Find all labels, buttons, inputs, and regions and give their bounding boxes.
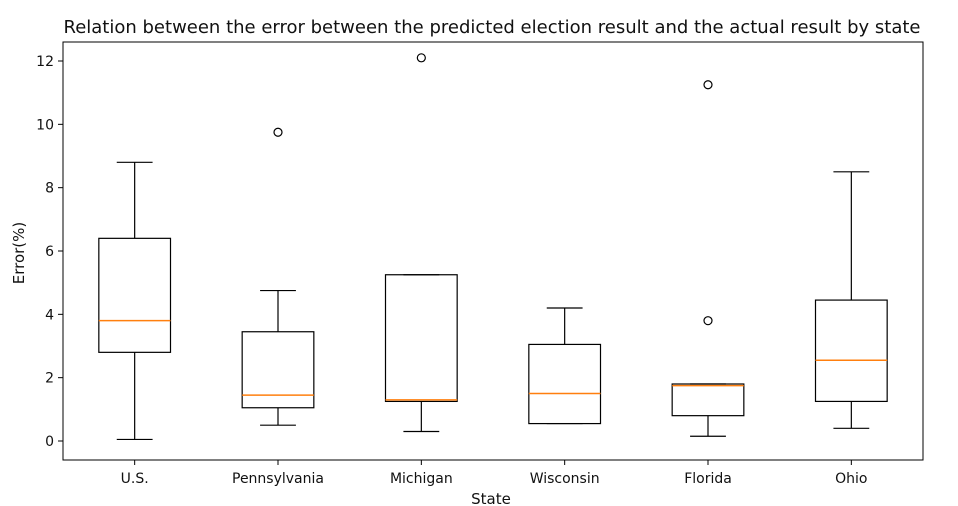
x-tick-label-florida: Florida xyxy=(684,471,732,487)
x-tick-label-ohio: Ohio xyxy=(835,471,867,487)
box-ohio xyxy=(814,299,888,403)
flier-pennsylvania xyxy=(273,127,283,137)
x-tick-label-michigan: Michigan xyxy=(390,471,453,487)
plot-area: 0 2 4 6 8 10 12 U.S. Pennsylvania Michigan Wiscons… xyxy=(36,53,888,487)
flier-michigan xyxy=(416,53,426,63)
y-axis-label: Error(%) xyxy=(10,222,28,285)
x-tick-label-pennsylvania: Pennsylvania xyxy=(232,471,324,487)
box-u-s xyxy=(98,237,172,353)
y-tick-label: 2 xyxy=(45,371,54,387)
plot-frame xyxy=(62,41,924,461)
flier-florida xyxy=(703,316,713,326)
box-michigan xyxy=(384,274,458,403)
x-tick-label-wisconsin: Wisconsin xyxy=(530,471,600,487)
box-wisconsin xyxy=(528,343,602,425)
x-axis-label: State xyxy=(471,490,511,506)
x-tick-label-u-s: U.S. xyxy=(121,471,149,487)
box-pennsylvania xyxy=(241,331,315,409)
chart-title: Relation between the error between the p… xyxy=(64,17,921,38)
flier-florida xyxy=(703,80,713,90)
y-tick-label: 10 xyxy=(36,117,54,133)
y-tick-label: 4 xyxy=(45,307,54,323)
y-tick-label: 6 xyxy=(45,244,54,260)
y-tick-label: 0 xyxy=(45,434,54,450)
box-florida xyxy=(671,383,745,417)
y-tick-label: 12 xyxy=(36,54,54,70)
y-tick-label: 8 xyxy=(45,181,54,197)
